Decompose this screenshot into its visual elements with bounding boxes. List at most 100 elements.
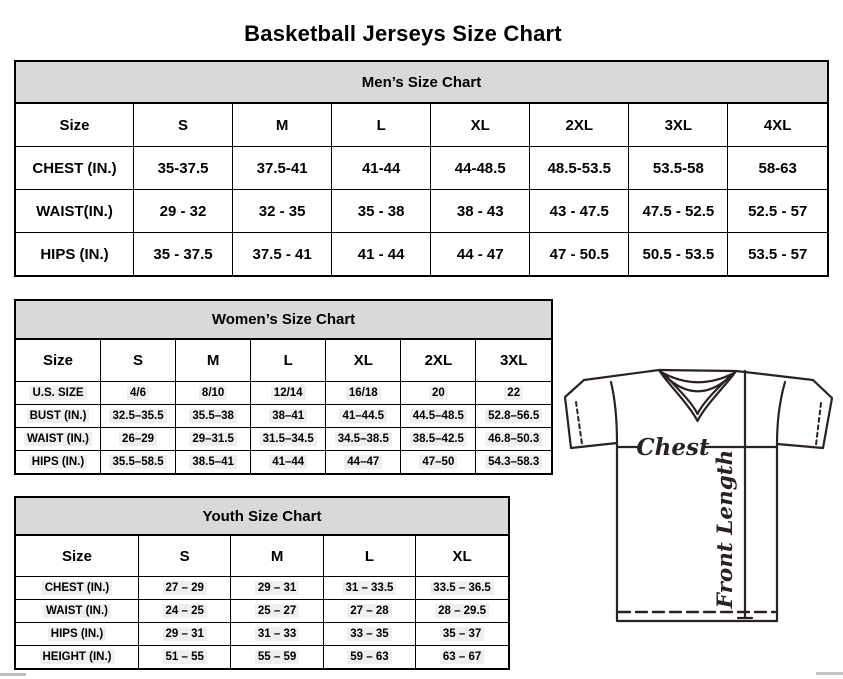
- cell: 41–44: [250, 450, 327, 473]
- table-row: HIPS (IN.) 35.5–58.5 38.5–41 41–44 44–47 47–5…: [16, 450, 551, 473]
- column-header: M: [230, 536, 324, 577]
- cell-text: 12/14: [270, 385, 306, 401]
- jersey-armhole-right: [775, 380, 787, 446]
- cell: 33.5 – 36.5: [415, 576, 508, 600]
- row-label: WAIST (IN.): [16, 599, 139, 623]
- cell: 37.5-41: [232, 146, 333, 190]
- cell: 12/14: [250, 381, 327, 405]
- cell-text: 29 – 31: [162, 626, 207, 642]
- cell-text: 20: [428, 385, 448, 401]
- cell: 46.8–50.3: [475, 427, 551, 451]
- column-header: Size: [16, 104, 134, 147]
- cell: 31 – 33.5: [322, 576, 417, 600]
- cell: 35 - 37.5: [132, 232, 234, 275]
- cell: 44–47: [325, 450, 402, 473]
- cell: 29 - 32: [132, 189, 234, 233]
- cell-text: WAIST (IN.): [43, 603, 111, 619]
- jersey-cuff-dash-left: [575, 401, 583, 445]
- womens-table-title: Women’s Size Chart: [16, 301, 551, 340]
- cell: 35-37.5: [132, 146, 234, 190]
- cell-text: HIPS (IN.): [28, 454, 88, 470]
- cell: 16/18: [325, 381, 402, 405]
- cell-text: 27 – 28: [347, 603, 392, 619]
- cell-text: 29 – 31: [254, 580, 300, 596]
- table-row: CHEST (IN.) 35-37.5 37.5-41 41-44 44-48.5 48.…: [16, 146, 827, 190]
- mens-table-title: Men’s Size Chart: [16, 62, 827, 104]
- cell-text: 35.5–58.5: [109, 454, 167, 470]
- cell-text: 38.5–42.5: [409, 431, 467, 447]
- cell-text: 27 – 29: [162, 580, 207, 596]
- cell: 52.8–56.5: [475, 404, 551, 428]
- cell: 52.5 - 57: [727, 189, 827, 233]
- youth-size-table: Youth Size Chart Size S M L XL CHEST (IN.) 27 …: [14, 496, 510, 670]
- cell-text: 54.3–58.3: [485, 454, 543, 470]
- cell-text: 33.5 – 36.5: [430, 580, 494, 596]
- cell: 51 – 55: [137, 645, 232, 668]
- column-header: L: [322, 536, 417, 577]
- cell-text: 31.5–34.5: [259, 431, 317, 447]
- cell-text: 31 – 33: [254, 626, 300, 642]
- cell-text: 24 – 25: [162, 603, 207, 619]
- cell-text: HIPS (IN.): [47, 626, 107, 642]
- cell-text: 8/10: [198, 385, 228, 401]
- cell-text: HEIGHT (IN.): [39, 649, 115, 665]
- column-header: L: [331, 104, 432, 147]
- cell: 47 - 50.5: [529, 232, 630, 275]
- cell-text: 41–44: [269, 454, 308, 470]
- column-header: XL: [415, 536, 508, 577]
- page-title: Basketball Jerseys Size Chart: [244, 20, 562, 46]
- cell: 48.5-53.5: [529, 146, 630, 190]
- jersey-outline: [563, 368, 834, 623]
- cell: 29 – 31: [137, 622, 232, 646]
- chest-label: Chest: [636, 434, 710, 461]
- cell-text: 63 – 67: [439, 649, 485, 665]
- cell: 58-63: [727, 146, 827, 190]
- row-label: CHEST (IN.): [16, 146, 134, 190]
- youth-table-title: Youth Size Chart: [16, 498, 508, 536]
- column-header: 2XL: [400, 340, 477, 382]
- cell: 37.5 - 41: [232, 232, 333, 275]
- row-label: HEIGHT (IN.): [16, 645, 139, 668]
- cell: 47.5 - 52.5: [628, 189, 729, 233]
- cell-text: 33 – 35: [347, 626, 392, 642]
- column-header: Size: [16, 536, 139, 577]
- cell: 35.5–38: [175, 404, 252, 428]
- womens-size-table: Women’s Size Chart Size S M L XL 2XL 3XL U.S. S…: [14, 299, 553, 475]
- cell-text: 46.8–50.3: [485, 431, 543, 447]
- cell-text: 29–31.5: [189, 431, 237, 447]
- table-row: BUST (IN.) 32.5–35.5 35.5–38 38–41 41–44.5 44…: [16, 404, 551, 428]
- scrollbar-fragment-right[interactable]: [816, 672, 843, 675]
- cell: 26–29: [99, 427, 177, 451]
- cell: 4/6: [99, 381, 177, 405]
- column-header: M: [175, 340, 252, 382]
- header-row: Size S M L XL 2XL 3XL: [16, 340, 551, 382]
- table-row: HIPS (IN.) 35 - 37.5 37.5 - 41 41 - 44 44 - …: [16, 232, 827, 275]
- column-header: S: [99, 340, 177, 382]
- cell-text: 28 – 29.5: [435, 603, 490, 619]
- scrollbar-fragment-left[interactable]: [0, 673, 26, 676]
- cell-text: WAIST (IN.): [24, 431, 92, 447]
- cell-text: 41–44.5: [339, 408, 388, 424]
- cell: 27 – 28: [322, 599, 417, 623]
- jersey-back-neckline: [657, 368, 738, 373]
- cell: 35 – 37: [415, 622, 508, 646]
- cell: 43 - 47.5: [529, 189, 630, 233]
- cell: 59 – 63: [322, 645, 417, 668]
- jersey-cuff-dash-right: [815, 402, 822, 446]
- table-row: WAIST (IN.) 24 – 25 25 – 27 27 – 28 28 – 29.…: [16, 599, 508, 623]
- cell-text: 51 – 55: [162, 649, 207, 665]
- cell: 44 - 47: [430, 232, 531, 275]
- cell-text: 38–41: [269, 408, 308, 424]
- table-row: HIPS (IN.) 29 – 31 31 – 33 33 – 35 35 – 37: [16, 622, 508, 646]
- jersey-collar-arc-outer: [659, 370, 736, 384]
- cell: 38.5–42.5: [400, 427, 477, 451]
- cell-text: 38.5–41: [189, 454, 237, 470]
- cell-text: 47–50: [419, 454, 458, 470]
- cell: 35.5–58.5: [99, 450, 177, 473]
- row-label: CHEST (IN.): [16, 576, 139, 600]
- table-row: WAIST (IN.) 26–29 29–31.5 31.5–34.5 34.5–38.…: [16, 427, 551, 451]
- cell: 8/10: [175, 381, 252, 405]
- mens-size-table: Men’s Size Chart Size S M L XL 2XL 3XL 4XL CHEST…: [14, 60, 829, 277]
- front-length-label: Front Length: [713, 450, 738, 610]
- column-header: XL: [430, 104, 531, 147]
